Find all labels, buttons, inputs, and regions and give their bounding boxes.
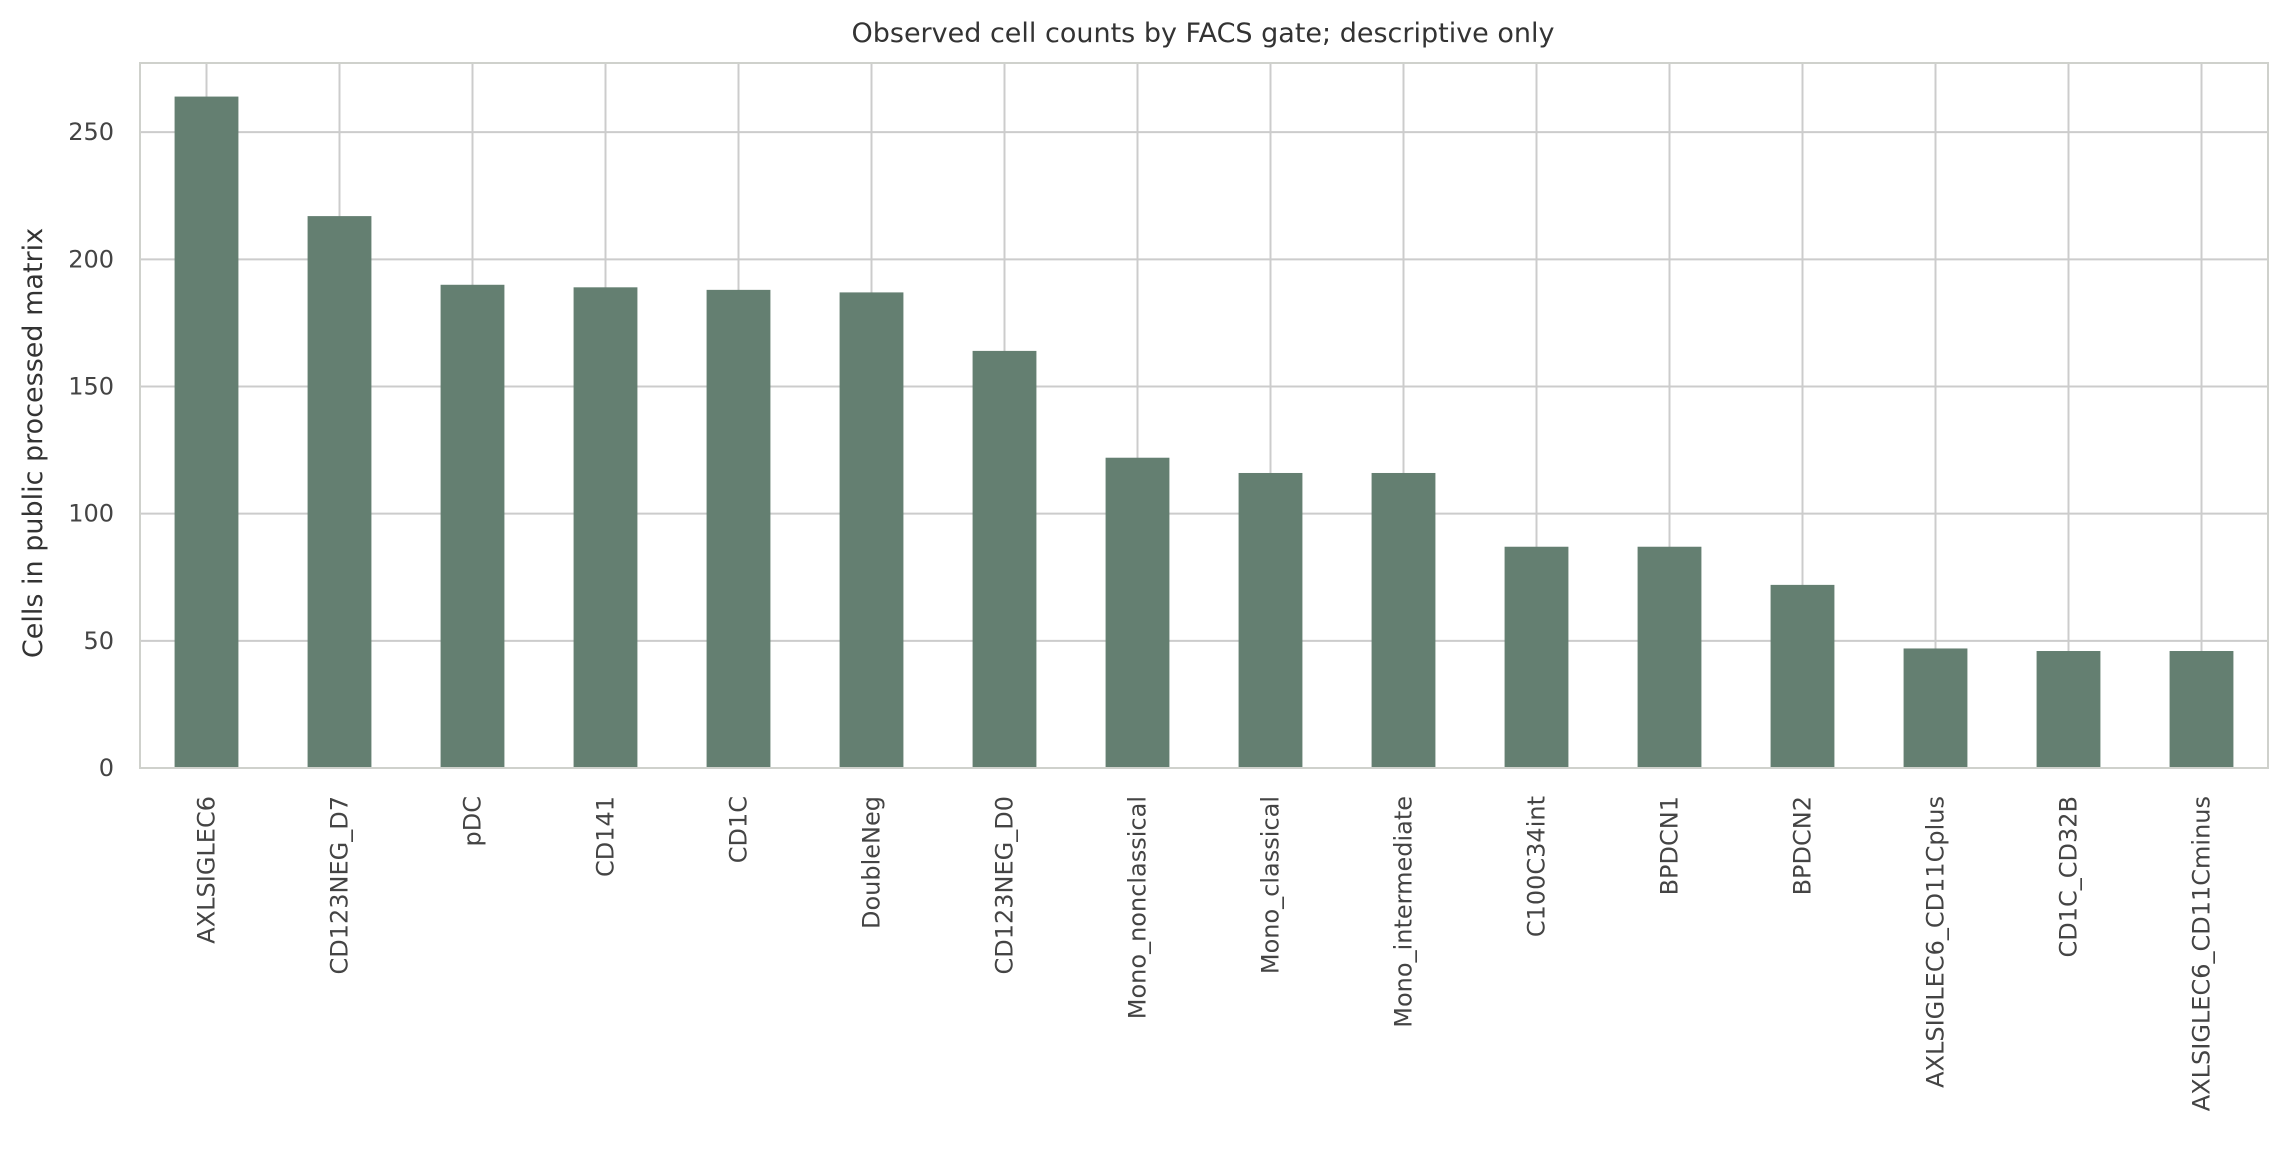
y-tick-label: 250 [68,118,114,146]
bar [839,292,904,768]
plot-frame [139,62,2269,769]
bar [1105,457,1170,768]
x-tick-label: CD123NEG_D7 [326,796,354,975]
bar [1637,546,1702,768]
bar [1504,546,1569,768]
x-tick-label: CD1C [725,796,753,863]
bar [174,96,239,769]
chart-title: Observed cell counts by FACS gate; descr… [851,18,1554,49]
x-tick-label: BPDCN2 [1789,796,1817,895]
x-tick-label: AXLSIGLEC6 [193,796,221,944]
x-tick-label: C100C34int [1523,796,1551,937]
y-tick-label: 100 [68,500,114,528]
bar [706,289,771,768]
y-tick-label: 0 [99,754,114,782]
x-tick-label: BPDCN1 [1656,796,1684,895]
bar [1238,472,1303,768]
bar [1770,584,1835,768]
x-tick-label: AXLSIGLEC6_CD11Cminus [2188,796,2216,1111]
bar [307,216,372,768]
y-tick-label: 50 [83,627,114,655]
bar [573,287,638,768]
x-tick-label: CD141 [592,796,620,877]
x-tick-label: CD123NEG_D0 [991,796,1019,975]
bar [1903,648,1968,768]
y-tick-label: 150 [68,373,114,401]
x-tick-label: Mono_intermediate [1390,796,1418,1028]
x-tick-label: CD1C_CD32B [2055,796,2083,958]
bars [174,96,2234,769]
bar [440,284,505,768]
x-tick-label: Mono_classical [1257,796,1285,974]
bar [972,350,1037,768]
y-tick-label: 200 [68,245,114,273]
bar [2169,651,2234,768]
x-tick-label: pDC [459,796,487,846]
x-axis-ticks: AXLSIGLEC6 CD123NEG_D7 pDC CD141 CD1C DoubleN… [193,796,2216,1111]
bar [1371,472,1436,768]
y-axis-ticks: 0 50 100 150 200 250 [68,118,114,782]
x-tick-label: Mono_nonclassical [1124,796,1152,1019]
bar [2036,651,2101,768]
x-tick-label: AXLSIGLEC6_CD11Cplus [1922,796,1950,1088]
y-axis-label: Cells in public processed matrix [18,228,49,658]
x-tick-label: DoubleNeg [858,796,886,929]
